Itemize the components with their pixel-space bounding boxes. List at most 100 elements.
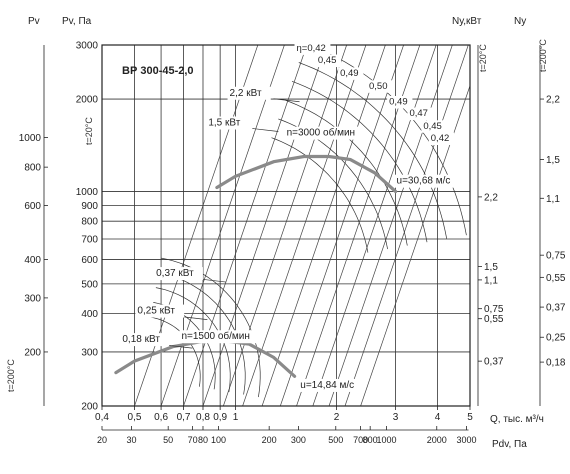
pdv-tick-label: 70 bbox=[188, 435, 198, 445]
power-leader-line bbox=[252, 128, 279, 132]
power-label-bg bbox=[120, 333, 170, 347]
t20-right-label: t=20°C bbox=[478, 44, 488, 72]
y-tick-label: 900 bbox=[81, 201, 98, 212]
characteristic-line bbox=[328, 45, 453, 406]
speed-label-bg bbox=[179, 330, 257, 344]
efficiency-arc-upper bbox=[298, 62, 448, 239]
y-tick-label: 2000 bbox=[76, 95, 99, 106]
pdv-tick-label: 2000 bbox=[427, 435, 447, 445]
power-label-bg bbox=[206, 116, 250, 130]
nu-t20-tick-label: 2,2 bbox=[484, 192, 498, 203]
x-tick-label: 0,4 bbox=[95, 412, 109, 423]
nu-t200-tick-label: 0,37 bbox=[546, 303, 566, 314]
nu-t20-tick-label: 1,1 bbox=[484, 275, 498, 286]
x-tick-label: 0,5 bbox=[128, 412, 142, 423]
efficiency-label-bg bbox=[367, 80, 393, 93]
y-tick-label: 800 bbox=[81, 217, 98, 228]
x-tick-label: 0,7 bbox=[177, 412, 191, 423]
pv-left-tick-label: 800 bbox=[24, 163, 41, 174]
x-tick-label: 4 bbox=[435, 412, 441, 423]
power-leader-line bbox=[166, 344, 193, 349]
pv-left-tick-label: 200 bbox=[24, 347, 41, 358]
efficiency-arc-upper bbox=[271, 137, 369, 253]
y-tick-label: 300 bbox=[81, 347, 98, 358]
nu-right-label: Nу bbox=[514, 16, 526, 27]
x-axis-label: Q, тыс. м³/ч bbox=[490, 414, 544, 425]
pdv-tick-label: 300 bbox=[291, 435, 306, 445]
y-tick-label: 500 bbox=[81, 279, 98, 290]
efficiency-label: 0,47 bbox=[409, 108, 428, 119]
x-tick-label: 1 bbox=[233, 412, 239, 423]
nu-t200-tick-label: 1,5 bbox=[546, 155, 560, 166]
power-label-bg bbox=[227, 86, 271, 100]
pv-left-tick-label: 300 bbox=[24, 293, 41, 304]
characteristic-line bbox=[242, 45, 367, 406]
nu-t200-tick-label: 0,18 bbox=[546, 358, 566, 369]
efficiency-label: η=0,42 bbox=[297, 43, 326, 54]
efficiency-label-bg bbox=[315, 54, 342, 68]
x-tick-label: 0,9 bbox=[213, 412, 227, 423]
velocity-label-bg bbox=[298, 378, 364, 392]
pv-top-label: Pv bbox=[28, 16, 40, 27]
y-tick-label: 3000 bbox=[76, 41, 99, 52]
efficiency-label: 0,45 bbox=[318, 55, 337, 66]
characteristic-line bbox=[261, 45, 386, 406]
efficiency-label: 0,49 bbox=[340, 68, 359, 79]
efficiency-arc-upper bbox=[284, 99, 408, 246]
efficiency-label-bg bbox=[338, 67, 364, 80]
velocity-label-bg bbox=[394, 174, 461, 188]
efficiency-label-bg bbox=[407, 107, 433, 121]
power-label: 2,2 кВт bbox=[230, 88, 262, 99]
pdv-tick-label: 500 bbox=[328, 435, 343, 445]
y-tick-label: 400 bbox=[81, 309, 98, 320]
power-leader-line bbox=[200, 278, 227, 283]
pdv-tick-label: 20 bbox=[97, 435, 107, 445]
pdv-tick-label: 700 bbox=[353, 435, 368, 445]
speed-curve-0 bbox=[215, 154, 398, 194]
power-label: 0,37 кВт bbox=[156, 268, 194, 279]
nu-t200-tick-label: 0,25 bbox=[546, 333, 566, 344]
nu-t20-tick-label: 0,37 bbox=[484, 357, 504, 368]
pv-main-label: Pv, Па bbox=[62, 16, 92, 27]
efficiency-label-bg bbox=[421, 120, 447, 133]
nu-t200-tick-label: 0,55 bbox=[546, 273, 566, 284]
speed-label: n=3000 об/мин bbox=[287, 127, 355, 139]
x-tick-label: 3 bbox=[393, 412, 399, 423]
characteristic-line bbox=[223, 45, 347, 406]
y-tick-label: 700 bbox=[81, 234, 98, 245]
axes: 0,4 0,5 0,6 0,7 0,8 0,9 1 2 3 4 5 20 30 50 70 80 100 200 3… bbox=[19, 41, 566, 446]
pv-left-tick-label: 1000 bbox=[19, 133, 42, 144]
t20-left-label: t=20°C bbox=[84, 117, 94, 145]
speed-label-bg bbox=[284, 126, 362, 140]
efficiency-label: 0,45 bbox=[423, 121, 442, 132]
y-tick-label: 1000 bbox=[76, 187, 99, 198]
efficiency-label: 0,42 bbox=[431, 133, 450, 144]
nu-t200-tick-label: 1,1 bbox=[546, 194, 560, 205]
efficiency-arc-lower bbox=[158, 272, 246, 395]
pdv-tick-label: 800 bbox=[363, 435, 378, 445]
efficiency-label-bg bbox=[387, 95, 413, 109]
chart-title: ВР 300-45-2,0 bbox=[122, 65, 194, 77]
pdv-tick-label: 80 bbox=[198, 435, 208, 445]
plot-border bbox=[101, 44, 471, 407]
pv-left-tick-label: 600 bbox=[24, 201, 41, 212]
pdv-tick-label: 30 bbox=[127, 435, 137, 445]
pdv-tick-label: 3000 bbox=[456, 435, 476, 445]
nu-t20-tick-label: 1,5 bbox=[484, 262, 498, 273]
speed-curve-1 bbox=[114, 339, 297, 378]
velocity-label: u=30,68 м/с bbox=[397, 176, 451, 187]
x-tick-label: 2 bbox=[334, 412, 340, 423]
characteristic-line bbox=[279, 45, 404, 406]
characteristic-line bbox=[312, 45, 437, 406]
pdv-axis-label: Pdv, Па bbox=[492, 439, 527, 450]
y-tick-label: 600 bbox=[81, 255, 98, 266]
pdv-tick-label: 100 bbox=[211, 435, 226, 445]
plot-frame bbox=[101, 44, 471, 407]
characteristic-line bbox=[202, 45, 327, 406]
efficiency-label: 0,50 bbox=[369, 81, 388, 92]
characteristic-line bbox=[183, 45, 308, 406]
pdv-tick-label: 200 bbox=[262, 435, 277, 445]
pv-left-tick-label: 400 bbox=[24, 255, 41, 266]
efficiency-label-bg bbox=[294, 42, 331, 55]
